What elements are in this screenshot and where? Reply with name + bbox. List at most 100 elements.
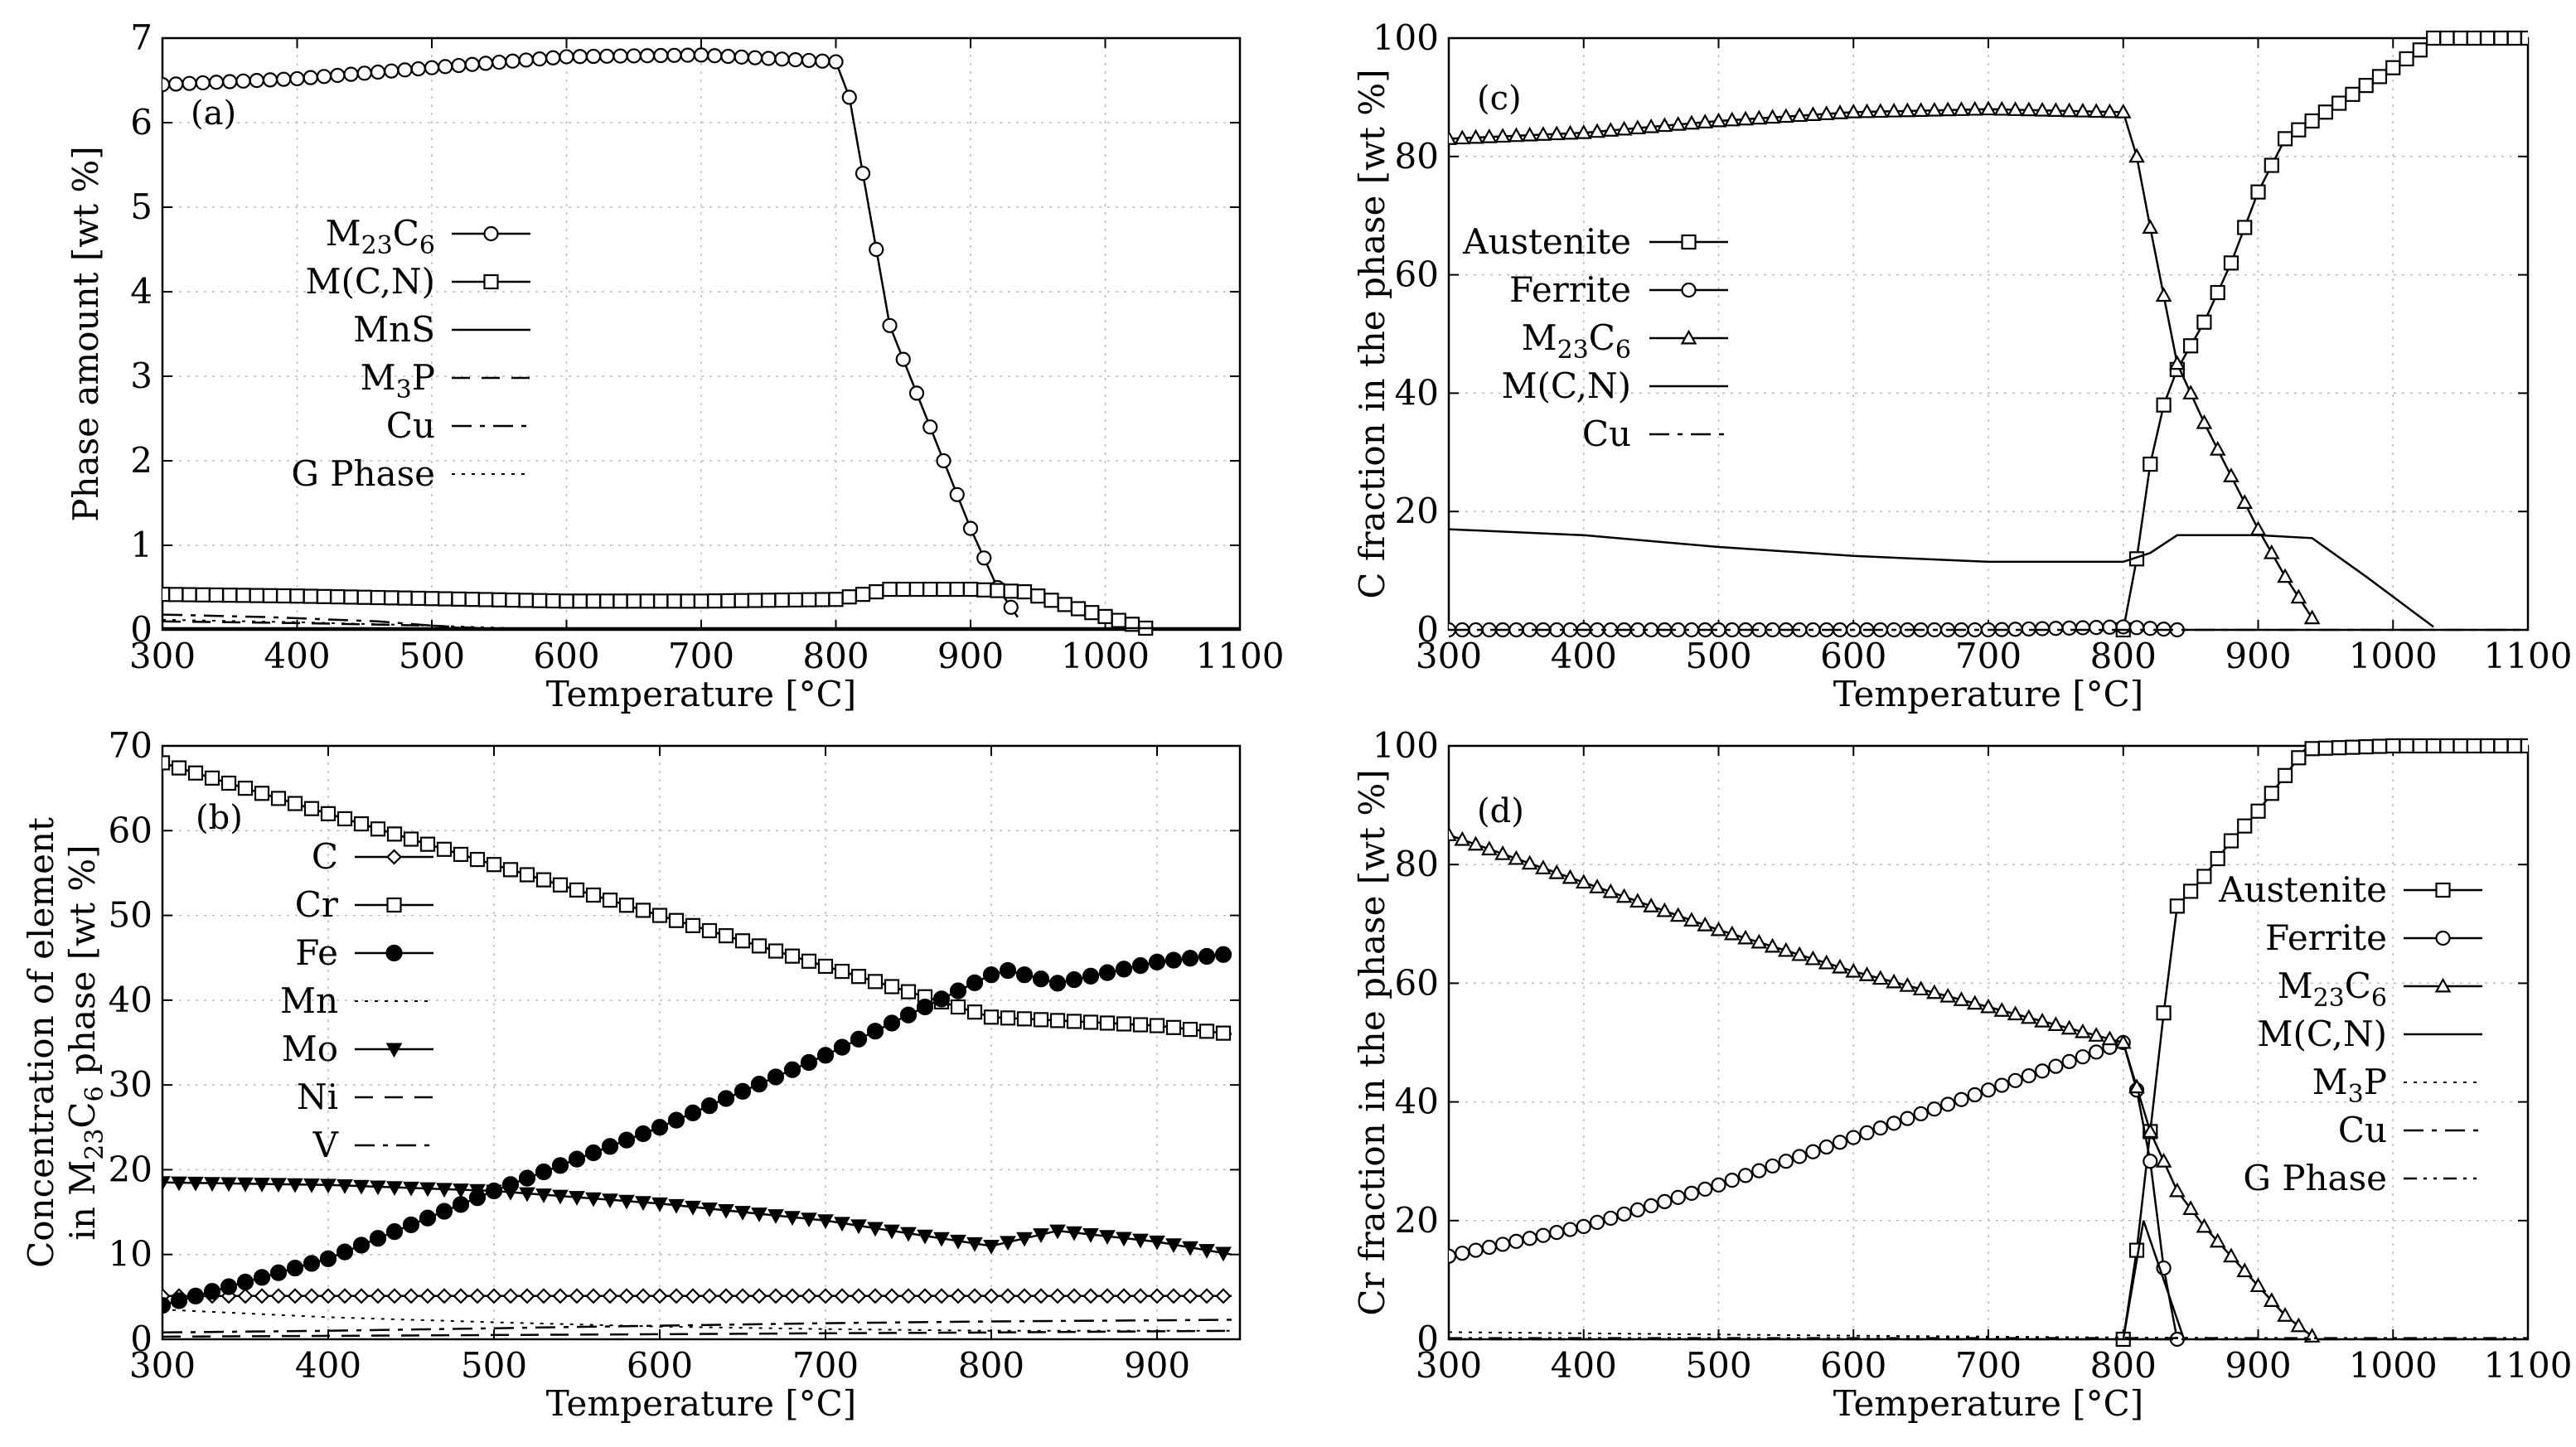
data-point — [235, 588, 251, 603]
data-point — [2223, 1247, 2239, 1263]
data-point — [2196, 314, 2212, 330]
data-point — [1589, 123, 1605, 138]
data-point — [966, 1236, 983, 1252]
data-point — [828, 592, 844, 607]
data-point — [2143, 621, 2158, 636]
data-point — [1750, 109, 1768, 125]
data-point — [531, 593, 548, 608]
data-point — [2345, 739, 2361, 755]
data-point — [220, 1278, 238, 1295]
data-point — [983, 1239, 1000, 1255]
legend-label: Cu — [2338, 1110, 2387, 1150]
data-point — [2371, 69, 2388, 85]
data-point — [801, 953, 817, 969]
data-point — [1805, 1144, 1821, 1159]
data-point — [419, 1182, 436, 1198]
data-point — [186, 1287, 205, 1304]
data-point — [1116, 1016, 1132, 1032]
data-point — [2453, 30, 2468, 46]
data-point — [518, 52, 534, 68]
data-point — [2506, 738, 2522, 754]
data-point — [869, 241, 884, 258]
data-point — [815, 53, 830, 69]
data-point — [1832, 958, 1848, 974]
data-point — [685, 917, 701, 933]
y-tick-label: 1 — [130, 525, 153, 565]
data-point — [1697, 114, 1714, 128]
data-point — [2143, 1154, 2158, 1169]
data-point — [2466, 30, 2482, 46]
data-point — [1818, 105, 1835, 120]
chart-panel-d: 300 400 500 600 700 800 900 1000 1100 0 20 40 60 80 10… — [1352, 725, 2572, 1424]
data-point — [2034, 1012, 2051, 1028]
data-point — [983, 1009, 1000, 1025]
data-point — [386, 1181, 403, 1196]
x-tick-label: 800 — [958, 1345, 1024, 1386]
data-point — [2021, 1067, 2036, 1084]
data-point — [1030, 588, 1046, 604]
data-point — [1181, 950, 1199, 967]
data-point — [1098, 964, 1116, 981]
data-point — [2291, 750, 2307, 766]
data-point — [1521, 854, 1538, 870]
x-tick-label: 600 — [627, 1345, 693, 1386]
data-point — [1871, 970, 1889, 985]
legend-label: Cu — [386, 405, 435, 446]
data-point — [1481, 1239, 1497, 1256]
data-point — [1669, 907, 1687, 922]
data-point — [1049, 1288, 1066, 1304]
data-point — [2263, 544, 2280, 559]
data-point — [568, 1150, 586, 1168]
data-point — [2399, 51, 2414, 67]
panel-label: (b) — [196, 799, 243, 837]
data-point — [336, 1243, 354, 1261]
data-point — [1116, 1288, 1132, 1304]
data-point — [1710, 921, 1727, 936]
legend-label: Austenite — [2218, 869, 2387, 910]
data-point — [1616, 1206, 1632, 1222]
data-point — [2061, 620, 2077, 636]
data-point — [1066, 1014, 1082, 1029]
data-point — [195, 75, 211, 91]
y-tick-label: 0 — [1416, 1319, 1439, 1359]
data-point — [855, 166, 871, 181]
data-point — [303, 1178, 320, 1193]
data-point — [751, 938, 767, 954]
data-point — [922, 419, 938, 435]
data-point — [2168, 1182, 2186, 1198]
data-point — [866, 1023, 884, 1040]
data-point — [182, 75, 197, 91]
x-tick-label: 500 — [1685, 1345, 1751, 1386]
data-point — [287, 1178, 303, 1193]
data-point — [505, 592, 521, 608]
data-point — [651, 907, 668, 923]
data-point — [1016, 1288, 1033, 1304]
data-point — [569, 882, 585, 898]
data-point — [168, 587, 184, 603]
data-point — [1832, 104, 1848, 119]
data-point — [936, 581, 951, 598]
data-point — [2088, 1027, 2105, 1042]
data-point — [469, 1288, 486, 1304]
data-point — [1832, 1135, 1848, 1150]
data-point — [701, 1202, 718, 1217]
x-tick-label: 600 — [1820, 1345, 1886, 1386]
series-line-m3p — [1449, 1331, 2434, 1340]
data-point — [2453, 738, 2468, 754]
data-point — [1993, 1002, 2011, 1017]
data-point — [535, 1163, 553, 1181]
data-point — [1182, 1288, 1198, 1304]
data-point — [502, 1186, 519, 1201]
data-point — [2035, 1063, 2051, 1079]
legend-label: Fe — [295, 932, 338, 973]
data-point — [424, 591, 440, 607]
x-tick-label: 300 — [129, 1345, 196, 1386]
data-point — [1859, 1125, 1875, 1140]
x-tick-label: 500 — [399, 636, 465, 676]
y-tick-label: 6 — [130, 102, 153, 143]
data-point — [2101, 103, 2118, 119]
data-point — [2034, 101, 2051, 117]
series-group-d — [1449, 738, 2528, 1348]
series-line-ni — [162, 1329, 1232, 1338]
data-point — [1548, 125, 1566, 141]
